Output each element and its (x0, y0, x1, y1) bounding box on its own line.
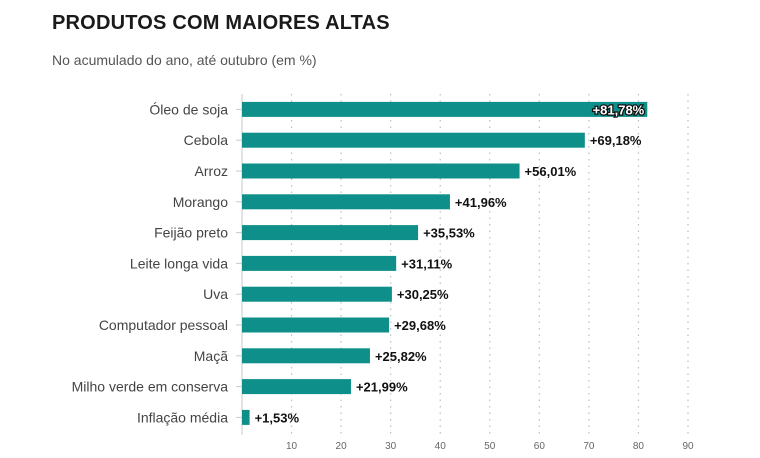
x-tick-label: 80 (633, 441, 645, 452)
value-label: +81,78% (593, 102, 645, 117)
category-label: Arroz (195, 163, 228, 179)
x-tick-label: 90 (682, 441, 694, 452)
value-label: +30,25% (397, 287, 449, 302)
x-tick-label: 10 (286, 441, 298, 452)
category-label: Computador pessoal (99, 317, 228, 333)
bar (242, 163, 520, 179)
value-label: +25,82% (375, 349, 427, 364)
category-label: Cebola (184, 132, 229, 148)
category-label: Óleo de soja (149, 101, 228, 117)
value-label: +41,96% (455, 195, 507, 210)
category-label: Morango (173, 194, 228, 210)
category-label: Uva (203, 286, 228, 302)
x-tick-label: 50 (484, 441, 496, 452)
bar (242, 194, 450, 210)
value-label: +31,11% (401, 256, 452, 271)
bar (242, 317, 390, 333)
bar (242, 348, 370, 364)
chart-title: PRODUTOS COM MAIORES ALTAS (52, 12, 390, 34)
x-tick-label: 60 (534, 441, 546, 452)
bar (242, 101, 648, 117)
bar (242, 255, 397, 271)
x-tick-label: 30 (385, 441, 397, 452)
value-label: +29,68% (394, 318, 446, 333)
x-tick-label: 40 (435, 441, 447, 452)
category-label: Leite longa vida (130, 255, 228, 271)
bar (242, 409, 250, 425)
category-label: Maçã (194, 348, 228, 364)
bar (242, 132, 585, 148)
category-label: Feijão preto (154, 225, 228, 241)
chart-subtitle: No acumulado do ano, até outubro (em %) (52, 52, 317, 68)
value-label: +21,99% (356, 380, 408, 395)
x-tick-label: 20 (336, 441, 348, 452)
x-tick-label: 70 (583, 441, 595, 452)
value-label: +69,18% (590, 133, 642, 148)
bar (242, 379, 351, 395)
category-label: Milho verde em conserva (72, 379, 229, 395)
value-label: +1,53% (255, 410, 300, 425)
value-label: +35,53% (423, 226, 475, 241)
bar (242, 286, 392, 302)
category-label: Inflação média (137, 409, 228, 425)
bar (242, 225, 419, 241)
value-label: +56,01% (525, 164, 577, 179)
